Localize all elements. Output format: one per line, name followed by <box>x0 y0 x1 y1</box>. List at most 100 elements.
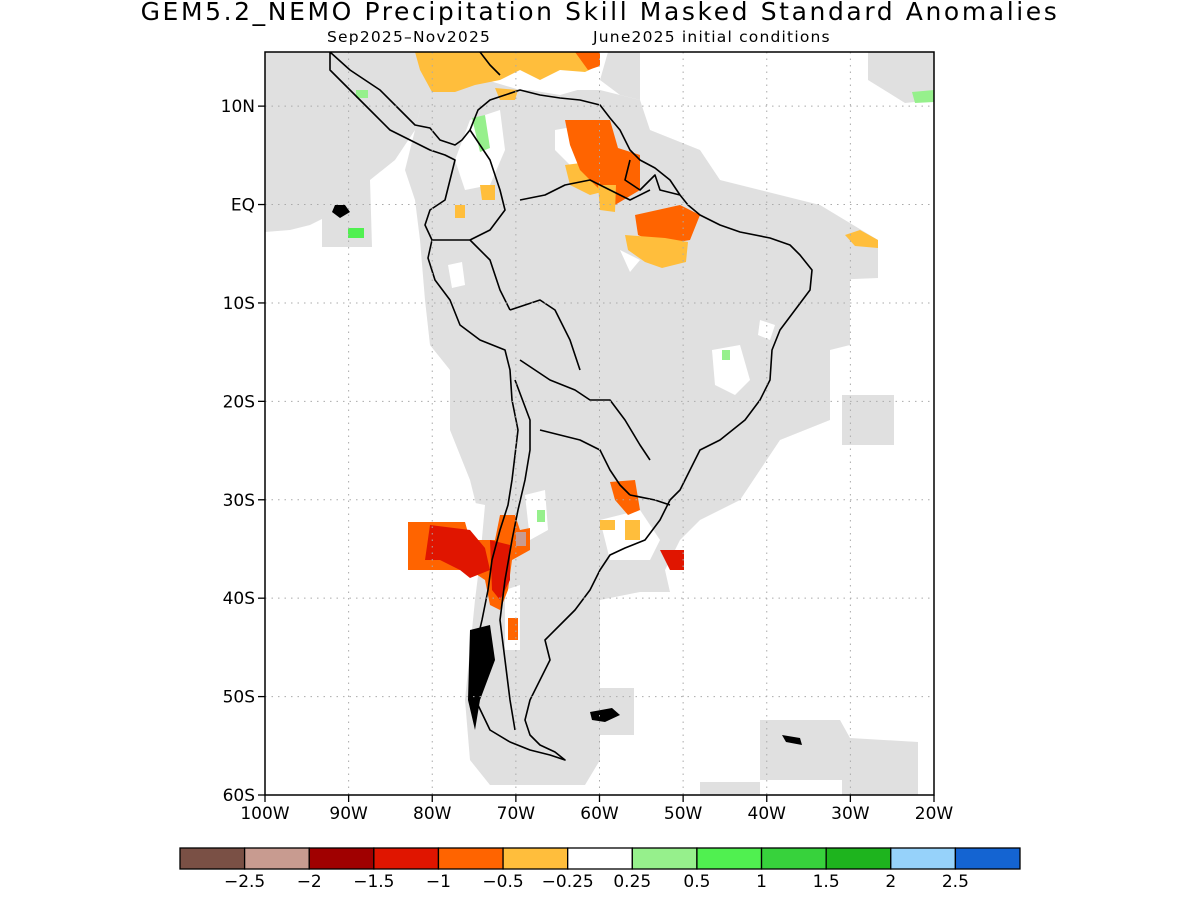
skill-region-southeast-atlantic <box>760 720 918 795</box>
lon-tick-label: 50W <box>664 804 703 824</box>
border-chile-argentina <box>499 379 531 731</box>
colorbar-label: −0.25 <box>541 872 594 892</box>
lon-tick-label: 100W <box>240 804 289 824</box>
colorbar-swatch <box>760 847 827 870</box>
anomaly-uruguay-edge <box>600 520 615 530</box>
border-peru-brazil <box>509 299 581 371</box>
anomaly-layer <box>348 52 934 640</box>
axis-tick-labels: 100W 90W 80W 70W 60W 50W 40W 30W 20W 10N EQ 10S 20S 3… <box>221 97 954 824</box>
colorbar-swatch <box>696 847 763 870</box>
colorbar-label: 0.25 <box>613 872 652 892</box>
lat-tick-label: 40S <box>223 589 255 609</box>
anomaly-guiana <box>565 120 640 205</box>
coastline-layer <box>329 52 813 761</box>
lat-tick-label: 10N <box>221 97 255 117</box>
anomaly-amazon-mouth <box>635 205 700 245</box>
anomaly-atlantic-equatorial <box>845 230 878 248</box>
colorbar <box>179 847 1021 870</box>
anomaly-galapagos-green <box>348 228 364 238</box>
anomaly-ecuador-small <box>455 205 465 218</box>
border-argentina-paraguay <box>539 429 631 496</box>
anomaly-uruguay <box>610 480 640 515</box>
anomaly-patagonia-small <box>508 618 518 640</box>
border-ecuador-peru <box>432 239 511 311</box>
anomaly-caribbean-north <box>415 52 600 92</box>
island-markers <box>332 205 802 745</box>
lon-tick-label: 60W <box>580 804 619 824</box>
border-guianas <box>624 159 681 196</box>
map-title: GEM5.2_NEMO Precipitation Skill Masked S… <box>140 0 1060 26</box>
anomaly-colombia-green <box>472 115 490 152</box>
anomaly-chile-pacific-core <box>425 525 490 578</box>
anomaly-colombia-small <box>480 185 495 200</box>
lat-tick-label: 50S <box>223 688 255 708</box>
border-bolivia <box>519 359 651 461</box>
axis-ticks <box>258 105 935 802</box>
skill-region-northeast-atlantic <box>868 52 934 103</box>
lat-tick-label: 10S <box>223 294 255 314</box>
colorbar-label: −1.5 <box>353 872 395 892</box>
colorbar-label: 0.5 <box>683 872 711 892</box>
colorbar-swatch <box>825 847 892 870</box>
lon-tick-label: 40W <box>748 804 787 824</box>
no-skill-amazon-mouth <box>620 250 640 272</box>
colorbar-label: 2 <box>885 872 897 892</box>
colorbar-label: 2.5 <box>941 872 969 892</box>
anomaly-caribbean-orange <box>575 52 600 70</box>
colorbar-label: 1.5 <box>812 872 840 892</box>
colorbar-label: −2.5 <box>223 872 266 892</box>
lon-tick-label: 70W <box>497 804 536 824</box>
colorbar-label: −0.5 <box>482 872 524 892</box>
anomaly-south-atlantic-coast <box>660 550 684 570</box>
lon-tick-label: 80W <box>413 804 452 824</box>
galapagos-islands <box>332 205 350 218</box>
colorbar-swatch <box>954 847 1021 870</box>
colorbar-swatch <box>373 847 440 870</box>
chilean-fjords <box>468 625 495 730</box>
lon-tick-label: 30W <box>831 804 870 824</box>
no-skill-ecuador <box>448 262 465 288</box>
falkland-islands <box>590 708 620 722</box>
border-colombia <box>469 129 506 241</box>
colorbar-label: −1 <box>425 872 451 892</box>
anomaly-amazon-mouth-edge <box>625 235 688 268</box>
skill-region-atlantic-north <box>600 52 640 100</box>
lon-tick-label: 20W <box>915 804 954 824</box>
colorbar-swatch <box>567 847 633 870</box>
colorbar-swatch <box>631 847 698 870</box>
colorbar-swatch <box>243 847 310 870</box>
colorbar-swatch <box>308 847 375 870</box>
initial-conditions: June2025 initial conditions <box>593 28 831 46</box>
lat-tick-label: 60S <box>223 786 255 806</box>
colorbar-label: −2 <box>296 872 322 892</box>
no-skill-argentina-west <box>525 490 548 540</box>
skill-region-south-atlantic <box>842 395 894 445</box>
colorbar-swatch <box>502 847 569 870</box>
colorbar-swatch <box>890 847 957 870</box>
anomaly-chile-strong <box>516 532 526 546</box>
skill-region-drake <box>700 782 760 795</box>
anomaly-central-america-green <box>356 90 368 98</box>
south-georgia <box>782 735 802 745</box>
anomaly-guiana-south <box>598 185 616 212</box>
no-skill-bahia <box>758 320 775 340</box>
colorbar-label: 1 <box>756 872 767 892</box>
no-skill-patagonia <box>505 585 520 650</box>
skill-region-northwest <box>265 52 425 232</box>
no-skill-brazil-east <box>712 345 750 395</box>
coastline-south-america <box>329 52 813 761</box>
colorbar-swatch <box>179 847 246 870</box>
lon-tick-label: 90W <box>329 804 368 824</box>
graticule <box>265 52 934 795</box>
lat-tick-label: EQ <box>231 196 255 216</box>
colorbar-swatch <box>437 847 504 870</box>
forecast-period: Sep2025–Nov2025 <box>327 28 492 46</box>
anomaly-rio-plata <box>625 520 640 540</box>
anomaly-brazil-green <box>722 350 730 360</box>
lat-tick-label: 20S <box>223 392 255 412</box>
coastline-caribbean <box>479 52 501 76</box>
lat-tick-label: 30S <box>223 491 255 511</box>
anomaly-argentina-green <box>537 510 545 522</box>
border-venezuela-brazil <box>519 179 651 201</box>
